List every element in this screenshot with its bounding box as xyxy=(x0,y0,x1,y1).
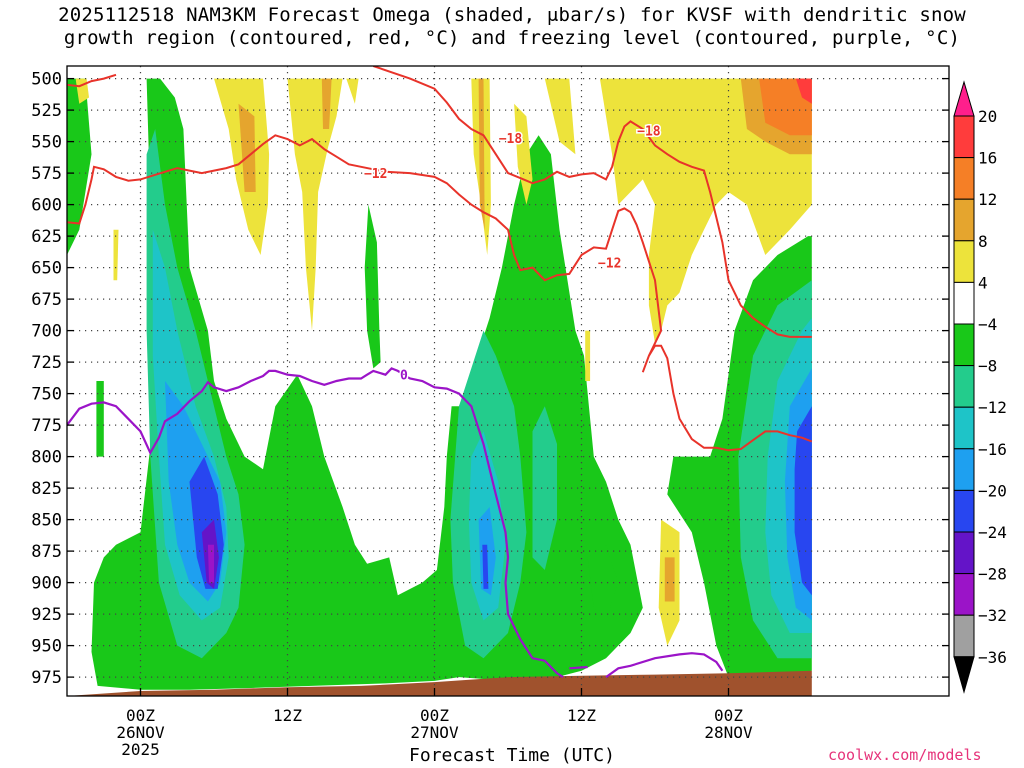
freezing-level-line xyxy=(67,367,564,679)
y-tick-label: 550 xyxy=(31,133,62,153)
dgz-contour-line xyxy=(67,73,117,88)
omega-region xyxy=(587,544,619,621)
y-tick-label: 675 xyxy=(31,290,62,310)
colorbar-label: −24 xyxy=(978,523,1007,542)
y-tick-label: 650 xyxy=(31,259,62,279)
x-axis-label: Forecast Time (UTC) xyxy=(409,745,615,766)
contour-label: −12 xyxy=(598,257,621,272)
freezing-level-line xyxy=(569,665,588,670)
omega-region xyxy=(67,78,92,255)
plot-frame xyxy=(66,65,950,697)
omega-region xyxy=(794,406,812,596)
colorbar-label: −4 xyxy=(978,315,997,334)
colorbar-label: −28 xyxy=(978,565,1007,584)
x-tick-label: 12Z xyxy=(273,706,302,725)
x-tick-label: 12Z xyxy=(567,706,596,725)
contour-label: −18 xyxy=(637,124,661,139)
contour-label: −18 xyxy=(499,132,523,147)
site-credit: coolwx.com/models xyxy=(828,746,982,764)
y-tick-label: 950 xyxy=(31,637,62,657)
colorbar-label: 12 xyxy=(978,190,997,209)
x-tick-label: 27NOV xyxy=(410,723,459,742)
omega-region xyxy=(664,557,675,602)
colorbar-swatch xyxy=(953,489,975,533)
colorbar-top-arrow xyxy=(953,80,975,117)
omega-region xyxy=(514,103,533,205)
colorbar-swatch xyxy=(953,365,975,408)
x-tick-label: 26NOV xyxy=(116,723,165,742)
colorbar-bottom-arrow xyxy=(953,656,975,694)
omega-region xyxy=(544,78,576,155)
x-tick-label: 00Z xyxy=(126,706,155,725)
omega-region xyxy=(585,330,591,381)
x-tick-label: 2025 xyxy=(121,740,160,759)
omega-region xyxy=(113,229,119,281)
omega-region xyxy=(346,78,359,104)
omega-region xyxy=(478,78,485,230)
y-tick-label: 625 xyxy=(31,227,62,247)
y-tick-label: 875 xyxy=(31,542,62,562)
omega-region xyxy=(75,78,89,104)
colorbar-swatch xyxy=(953,614,975,658)
y-tick-label: 600 xyxy=(31,196,62,216)
contour-label: 0 xyxy=(400,369,408,384)
omega-region xyxy=(207,544,214,583)
chart-title-line-2: growth region (contoured, red, °C) and f… xyxy=(63,27,961,49)
y-tick-label: 900 xyxy=(31,574,62,594)
colorbar-swatch xyxy=(953,531,975,575)
colorbar-label: 16 xyxy=(978,149,997,168)
colorbar-label: 4 xyxy=(978,273,988,292)
colorbar-swatch xyxy=(953,281,975,325)
y-tick-label: 700 xyxy=(31,322,62,342)
omega-region xyxy=(795,78,812,104)
omega-region xyxy=(482,544,489,589)
omega-region xyxy=(599,78,812,344)
omega-region xyxy=(214,78,270,255)
chart-title-line-1: 2025112518 NAM3KM Forecast Omega (shaded… xyxy=(58,4,966,26)
x-tick-label: 28NOV xyxy=(704,723,753,742)
colorbar-swatch xyxy=(953,448,975,491)
y-tick-label: 575 xyxy=(31,164,62,184)
colorbar-swatch xyxy=(953,115,975,159)
omega-region xyxy=(532,406,557,570)
y-tick-label: 750 xyxy=(31,385,62,405)
colorbar-swatch xyxy=(953,406,975,450)
colorbar-swatch xyxy=(953,157,975,200)
colorbar-label: −8 xyxy=(978,357,997,376)
colorbar-swatch xyxy=(953,323,975,367)
y-tick-label: 975 xyxy=(31,668,62,688)
omega-region xyxy=(364,204,381,369)
omega-region xyxy=(321,78,332,129)
freezing-level-line xyxy=(605,652,724,678)
omega-region xyxy=(238,103,256,192)
contour-label: −12 xyxy=(364,167,387,182)
y-tick-label: 825 xyxy=(31,479,62,499)
colorbar-swatch xyxy=(953,573,975,616)
y-tick-label: 500 xyxy=(31,70,62,90)
colorbar-label: 8 xyxy=(978,232,988,251)
colorbar-label: −12 xyxy=(978,398,1007,417)
colorbar-swatch xyxy=(953,198,975,242)
colorbar-label: 20 xyxy=(978,107,997,126)
dgz-contour-line xyxy=(372,66,812,338)
y-tick-label: 850 xyxy=(31,511,62,531)
y-tick-label: 725 xyxy=(31,353,62,373)
colorbar-swatch xyxy=(953,240,975,283)
omega-region xyxy=(96,381,104,457)
x-tick-label: 00Z xyxy=(420,706,449,725)
dgz-contour-line xyxy=(67,134,813,452)
y-tick-label: 800 xyxy=(31,448,62,468)
y-tick-label: 525 xyxy=(31,101,62,121)
y-tick-label: 775 xyxy=(31,416,62,436)
colorbar-label: −36 xyxy=(978,648,1007,667)
colorbar-label: −20 xyxy=(978,481,1007,500)
y-tick-label: 925 xyxy=(31,605,62,625)
x-tick-label: 00Z xyxy=(714,706,743,725)
colorbar-label: −16 xyxy=(978,440,1007,459)
colorbar-label: −32 xyxy=(978,606,1007,625)
omega-region xyxy=(759,78,812,136)
